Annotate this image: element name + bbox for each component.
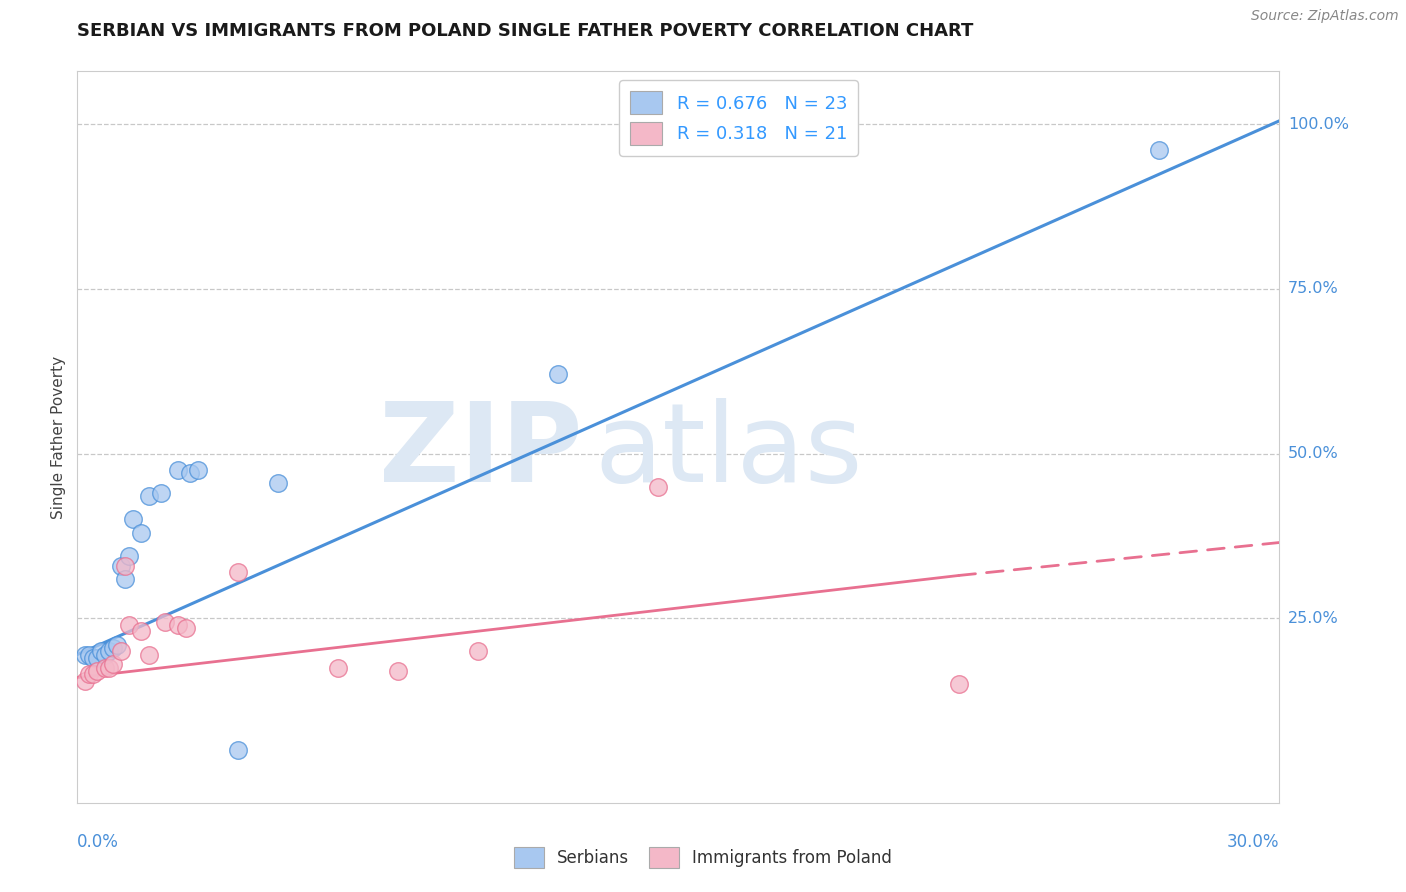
Point [467,644,489,658]
Point [166,463,188,477]
Point [150,486,173,500]
Point [647,479,669,493]
Text: 25.0%: 25.0% [1288,611,1339,626]
Point [118,618,141,632]
Point [82,650,104,665]
Point [94,648,117,662]
Point [79,648,101,662]
Point [326,661,349,675]
Point [103,640,125,655]
Point [226,743,249,757]
Text: 50.0%: 50.0% [1288,446,1339,461]
Point [131,624,153,639]
Point [267,476,290,491]
Point [114,572,136,586]
Point [122,512,145,526]
Point [90,644,112,658]
Point [186,463,209,477]
Text: Source: ZipAtlas.com: Source: ZipAtlas.com [1251,9,1399,23]
Point [98,661,121,675]
Point [110,644,132,658]
Point [179,467,201,481]
Point [82,667,104,681]
Y-axis label: Single Father Poverty: Single Father Poverty [51,356,66,518]
Point [110,558,132,573]
Point [118,549,141,563]
Legend: Serbians, Immigrants from Poland: Serbians, Immigrants from Poland [508,840,898,875]
Point [155,615,177,629]
Text: 0.0%: 0.0% [77,833,120,851]
Point [86,664,108,678]
Point [86,650,108,665]
Point [131,525,153,540]
Point [138,648,160,662]
Point [138,489,160,503]
Text: SERBIAN VS IMMIGRANTS FROM POLAND SINGLE FATHER POVERTY CORRELATION CHART: SERBIAN VS IMMIGRANTS FROM POLAND SINGLE… [77,22,974,40]
Text: 100.0%: 100.0% [1288,117,1348,132]
Point [75,673,97,688]
Point [1149,144,1171,158]
Text: atlas: atlas [595,398,863,505]
Text: 30.0%: 30.0% [1227,833,1279,851]
Point [94,661,117,675]
Text: 75.0%: 75.0% [1288,281,1339,296]
Point [114,558,136,573]
Point [103,657,125,672]
Legend: R = 0.676   N = 23, R = 0.318   N = 21: R = 0.676 N = 23, R = 0.318 N = 21 [619,80,858,156]
Point [98,644,121,658]
Point [226,565,249,579]
Point [107,638,129,652]
Point [387,664,409,678]
Point [75,648,97,662]
Text: ZIP: ZIP [378,398,582,505]
Point [174,621,197,635]
Point [166,618,188,632]
Point [547,368,569,382]
Point [79,667,101,681]
Point [948,677,970,691]
